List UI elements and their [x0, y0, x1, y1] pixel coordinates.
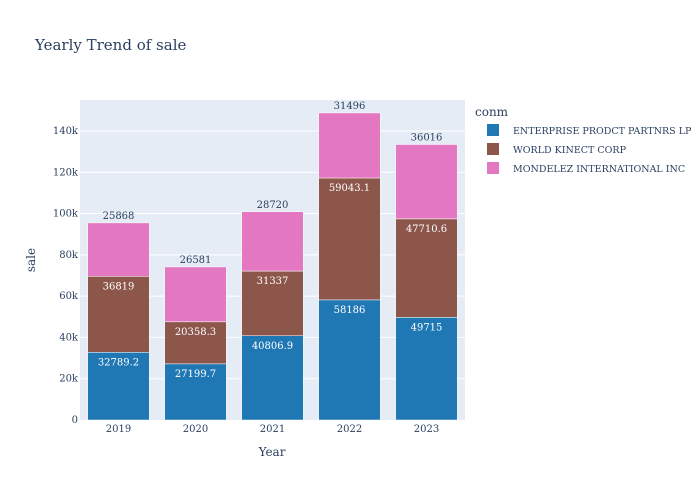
- legend-swatch: [487, 143, 499, 155]
- legend: conm ENTERPRISE PRODCT PARTNRS LP WORLD K…: [475, 105, 692, 175]
- x-tick-label: 2023: [414, 424, 439, 435]
- bar: [241, 335, 304, 421]
- bar: [318, 299, 381, 421]
- bar: [241, 270, 304, 337]
- x-tick-label: 2021: [260, 424, 285, 435]
- bar-data-label: 47710.6: [406, 224, 447, 235]
- bar-data-label: 31337: [257, 276, 289, 287]
- bar: [164, 363, 227, 421]
- y-tick-label: 0: [72, 415, 78, 426]
- bar: [318, 177, 381, 301]
- y-tick-label: 100k: [53, 209, 79, 220]
- legend-title: conm: [475, 105, 509, 119]
- bar: [87, 276, 150, 353]
- y-tick-label: 120k: [53, 167, 79, 178]
- bar-data-label: 27199.7: [175, 369, 216, 380]
- bar-data-label: 32789.2: [98, 357, 139, 368]
- bar: [318, 112, 381, 179]
- bar-data-label: 40806.9: [252, 341, 293, 352]
- x-tick-label: 2020: [183, 424, 208, 435]
- legend-swatch: [487, 124, 499, 136]
- y-tick-label: 140k: [53, 126, 79, 137]
- bar-data-label: 26581: [180, 255, 212, 266]
- bar-data-label: 49715: [411, 322, 443, 333]
- bar: [395, 317, 458, 421]
- chart-title: Yearly Trend of sale: [34, 36, 187, 54]
- bar: [241, 211, 304, 272]
- bar-data-label: 58186: [334, 305, 366, 316]
- bar-data-label: 20358.3: [175, 327, 216, 338]
- legend-swatch: [487, 162, 499, 174]
- bar-data-label: 28720: [257, 200, 289, 211]
- y-axis-ticks: 0 20k 40k 60k 80k 100k 120k 140k: [53, 126, 79, 426]
- bar-data-label: 31496: [334, 101, 366, 112]
- x-tick-label: 2019: [106, 424, 131, 435]
- legend-item-label: WORLD KINECT CORP: [513, 145, 627, 156]
- y-tick-label: 80k: [59, 250, 79, 261]
- bar-data-label: 36016: [411, 133, 443, 144]
- y-axis-title: sale: [24, 248, 38, 272]
- bars: 32789.2 36819 25868 27199.7 20358.3 26581 4080…: [87, 101, 458, 421]
- bar-data-label: 25868: [103, 211, 135, 222]
- legend-item-label: ENTERPRISE PRODCT PARTNRS LP: [513, 126, 692, 137]
- bar-data-label: 36819: [103, 281, 135, 292]
- y-tick-label: 40k: [59, 332, 79, 343]
- bar: [395, 144, 458, 220]
- bar-data-label: 59043.1: [329, 183, 370, 194]
- bar: [164, 266, 227, 323]
- bar: [164, 321, 227, 365]
- x-tick-label: 2022: [337, 424, 362, 435]
- y-tick-label: 20k: [59, 374, 79, 385]
- y-tick-label: 60k: [59, 291, 79, 302]
- x-axis-title: Year: [258, 445, 286, 459]
- legend-item-label: MONDELEZ INTERNATIONAL INC: [513, 164, 685, 175]
- x-axis-ticks: 2019 2020 2021 2022 2023: [106, 424, 439, 435]
- bar: [87, 222, 150, 277]
